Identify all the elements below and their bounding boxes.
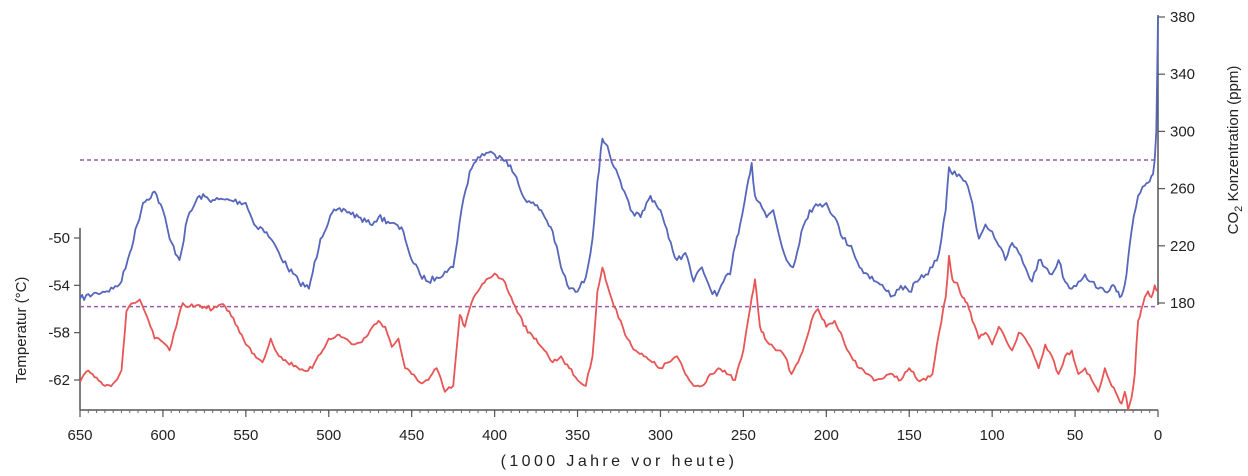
x-tick-label: 300: [648, 427, 673, 444]
x-tick-label: 100: [980, 427, 1005, 444]
temperature-series-line: [79, 254, 1159, 411]
co2-series-line: [79, 16, 1159, 301]
x-tick-label: 200: [814, 427, 839, 444]
x-tick-label: 600: [150, 427, 175, 444]
x-tick-label: 50: [1067, 427, 1084, 444]
x-tick-label: 350: [565, 427, 590, 444]
right-axis-title: CO2 Konzentration (ppm): [1225, 66, 1245, 235]
x-tick-label: 500: [316, 427, 341, 444]
left-tick-label: -54: [48, 277, 70, 294]
left-tick-label: -50: [48, 230, 70, 247]
plot-frame: [79, 15, 1159, 411]
right-tick-label: 220: [1170, 238, 1195, 255]
x-tick-label: 150: [897, 427, 922, 444]
series-group: [79, 16, 1159, 411]
left-axis-title: Temperatur (°C): [13, 277, 30, 384]
x-tick-label: 650: [67, 427, 92, 444]
x-tick-label: 400: [482, 427, 507, 444]
right-axis-title-subscript: 2: [1233, 206, 1245, 212]
right-ticks: 380 340 300 260 220 180: [1158, 9, 1195, 312]
x-tick-label: 450: [399, 427, 424, 444]
right-tick-label: 300: [1170, 123, 1195, 140]
x-tick-label: 250: [731, 427, 756, 444]
right-tick-label: 380: [1170, 9, 1195, 26]
x-tick-label: 550: [233, 427, 258, 444]
x-axis-title: (1000 Jahre vor heute): [501, 453, 738, 470]
right-tick-label: 260: [1170, 181, 1195, 198]
right-tick-label: 180: [1170, 295, 1195, 312]
right-tick-label: 340: [1170, 66, 1195, 83]
reference-lines: [80, 159, 1158, 308]
right-axis-title-part: CO: [1225, 212, 1242, 235]
x-ticks: 650 600 550 500 450 400 350 300 250 200 150 100 50 0: [67, 410, 1162, 444]
left-tick-label: -58: [48, 325, 70, 342]
right-axis-title-part: Konzentration (ppm): [1225, 66, 1242, 206]
left-ticks: -50 -54 -58 -62: [48, 230, 80, 389]
left-tick-label: -62: [48, 372, 70, 389]
x-tick-label: 0: [1154, 427, 1162, 444]
